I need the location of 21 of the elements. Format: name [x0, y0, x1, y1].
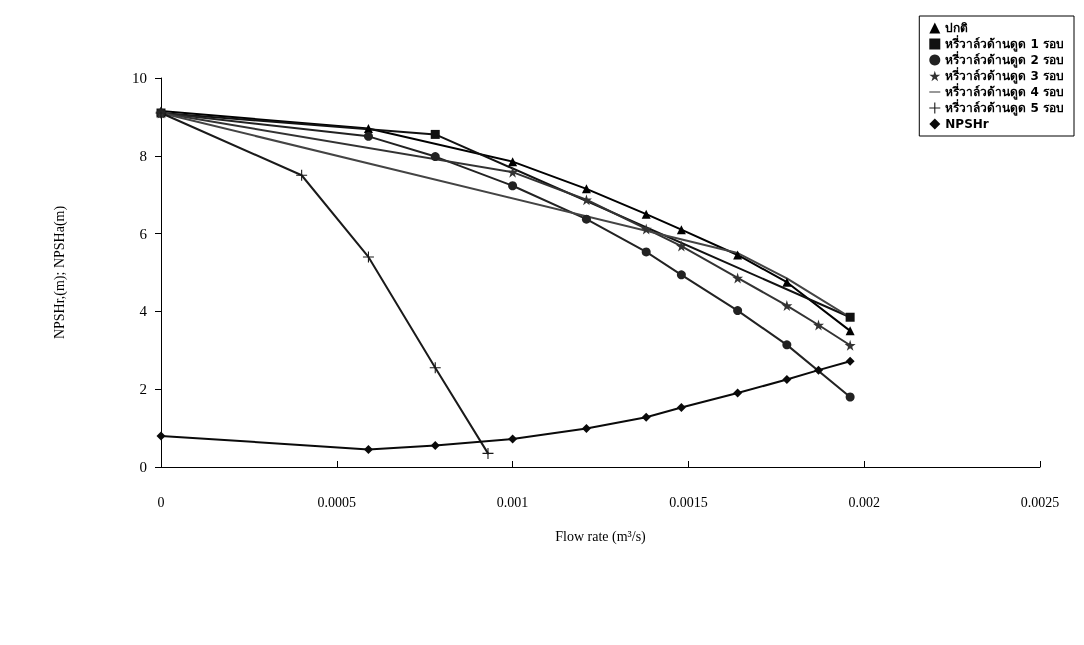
- y-tick-label: 2: [139, 381, 147, 398]
- y-tick-label: 0: [139, 459, 147, 475]
- y-tick-label: 8: [139, 147, 147, 164]
- y-tick-label: 6: [139, 225, 148, 242]
- legend-label: NPSHr: [945, 117, 989, 131]
- legend-label: หรี่วาล์วด้านดูด 3 รอบ: [945, 67, 1065, 84]
- legend-label: หรี่วาล์วด้านดูด 2 รอบ: [945, 51, 1065, 68]
- legend-label: ปกติ: [945, 21, 969, 35]
- x-tick-label: 0.0005: [317, 494, 357, 510]
- x-tick-label: 0: [157, 494, 165, 510]
- y-tick-label: 4: [139, 303, 148, 320]
- legend-label: หรี่วาล์วด้านดูด 1 รอบ: [945, 35, 1065, 52]
- x-axis-title: Flow rate (m³/s): [555, 528, 647, 545]
- x-tick-label: 0.002: [848, 494, 880, 510]
- x-tick-label: 0.0015: [669, 494, 708, 510]
- y-tick-label: 10: [132, 70, 147, 86]
- x-tick-label: 0.001: [496, 494, 529, 510]
- legend-label: หรี่วาล์วด้านดูด 5 รอบ: [945, 99, 1065, 116]
- y-axis-title: NPSHr,(m); NPSHa(m): [51, 205, 68, 340]
- x-tick-label: 0.0025: [1020, 494, 1060, 510]
- legend-label: หรี่วาล์วด้านดูด 4 รอบ: [945, 83, 1065, 100]
